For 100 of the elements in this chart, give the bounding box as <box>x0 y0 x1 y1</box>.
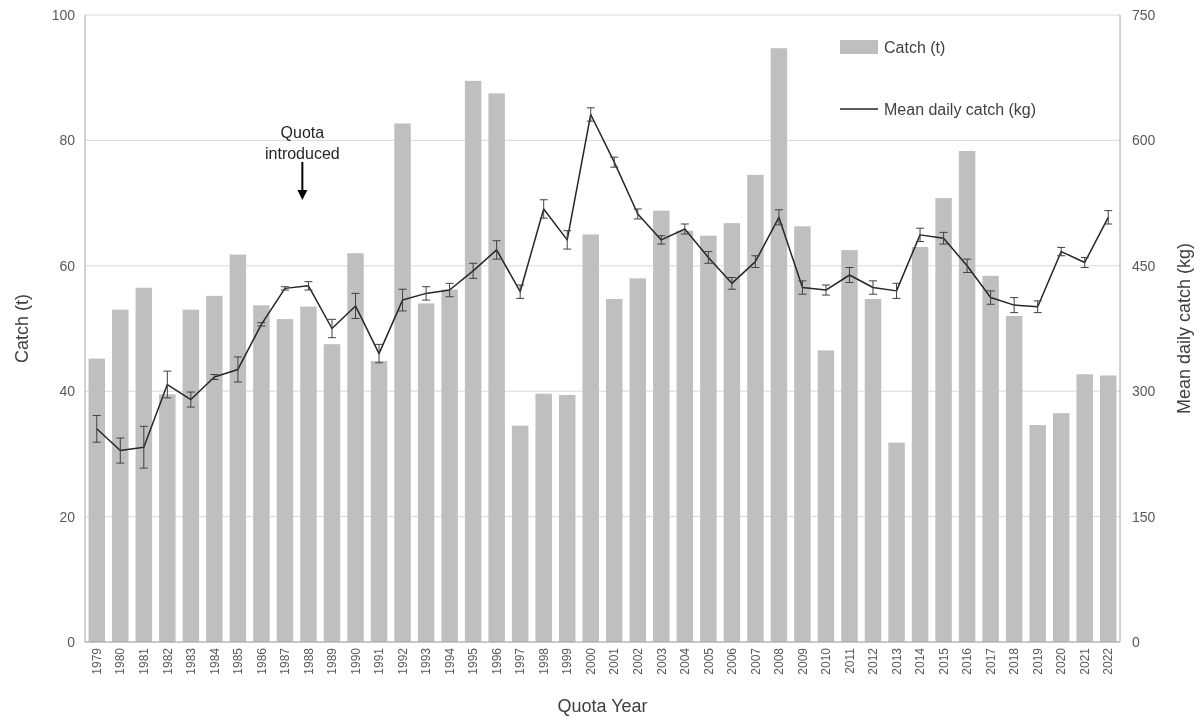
y-tick-label: 60 <box>59 257 76 274</box>
bar <box>370 361 388 642</box>
y-tick-label: 0 <box>67 633 76 650</box>
y2-tick-label: 300 <box>1132 383 1156 400</box>
x-tick-label: 2014 <box>913 647 928 675</box>
bar <box>417 303 435 642</box>
bar <box>1005 315 1023 642</box>
bar <box>300 306 317 642</box>
x-tick-label: 2018 <box>1007 647 1022 675</box>
x-tick-label: 1995 <box>466 647 481 675</box>
bar <box>794 226 811 642</box>
bar <box>582 234 599 642</box>
bar <box>911 246 929 642</box>
x-tick-label: 2012 <box>866 647 881 675</box>
bar <box>653 210 670 642</box>
x-tick-label: 2013 <box>889 647 904 675</box>
x-tick-label: 1989 <box>325 647 340 675</box>
x-tick-label: 2000 <box>583 647 598 675</box>
y2-tick-label: 600 <box>1132 132 1156 149</box>
x-tick-label: 2006 <box>725 647 740 675</box>
x-tick-label: 2003 <box>654 647 669 675</box>
bar <box>112 309 129 642</box>
x-tick-label: 1994 <box>442 647 457 675</box>
bar <box>700 235 717 642</box>
x-tick-label: 2016 <box>960 647 975 675</box>
bar <box>347 253 364 642</box>
bar <box>488 93 505 642</box>
x-tick-label: 1988 <box>301 647 316 675</box>
x-axis-title: Quota Year <box>557 696 648 716</box>
bar <box>676 230 694 642</box>
x-tick-label: 2011 <box>842 647 857 674</box>
bar <box>182 309 200 642</box>
x-tick-label: 1984 <box>207 647 222 675</box>
bar <box>747 174 764 642</box>
x-tick-label: 2004 <box>678 647 693 675</box>
y2-tick-label: 450 <box>1132 257 1156 274</box>
x-tick-label: 2017 <box>983 647 998 675</box>
x-tick-label: 1992 <box>395 647 410 675</box>
bar <box>276 319 294 642</box>
bar <box>864 299 882 642</box>
bar <box>817 350 835 642</box>
legend-label: Catch (t) <box>884 38 946 56</box>
x-tick-label: 2008 <box>772 647 787 675</box>
y-tick-label: 100 <box>51 6 76 23</box>
y-axis-title: Catch (t) <box>12 293 32 364</box>
bar <box>558 394 576 642</box>
bar <box>323 344 341 642</box>
x-tick-label: 2015 <box>936 647 951 675</box>
x-tick-label: 1990 <box>348 647 363 675</box>
x-tick-label: 2009 <box>795 647 810 675</box>
bar <box>1076 374 1093 642</box>
bar <box>88 358 105 642</box>
bar <box>982 275 999 642</box>
y-tick-label: 80 <box>59 132 76 149</box>
bar <box>1100 375 1117 642</box>
bar <box>135 287 153 642</box>
x-tick-label: 2019 <box>1030 647 1045 675</box>
bar <box>958 151 976 642</box>
x-tick-label: 1985 <box>231 647 246 675</box>
bar <box>206 295 223 642</box>
x-tick-label: 2010 <box>819 647 834 675</box>
y2-tick-label: 0 <box>1132 633 1140 650</box>
x-tick-label: 2002 <box>630 647 645 675</box>
legend-label: Mean daily catch (kg) <box>884 100 1037 118</box>
bar <box>464 80 482 642</box>
x-tick-label: 1983 <box>184 647 199 675</box>
x-tick-label: 1980 <box>113 647 128 675</box>
x-tick-label: 1981 <box>137 647 152 675</box>
x-tick-label: 2022 <box>1101 647 1116 675</box>
y2-tick-label: 150 <box>1132 508 1156 525</box>
x-tick-label: 2020 <box>1054 647 1069 675</box>
bar <box>841 250 858 642</box>
bar <box>770 48 788 642</box>
bar <box>935 198 952 642</box>
x-tick-label: 1997 <box>513 647 528 675</box>
x-tick-label: 2021 <box>1077 647 1092 675</box>
x-tick-label: 1986 <box>254 647 269 675</box>
y-tick-label: 40 <box>59 383 76 400</box>
bar <box>535 393 552 642</box>
x-tick-label: 1991 <box>372 647 387 675</box>
bar <box>1029 425 1046 642</box>
x-tick-label: 2007 <box>748 647 763 675</box>
x-tick-label: 2005 <box>701 647 716 675</box>
bar <box>606 299 623 642</box>
y2-axis-title: Mean daily catch (kg) <box>1174 242 1194 415</box>
x-tick-label: 1996 <box>489 647 504 675</box>
y-tick-label: 20 <box>59 508 76 525</box>
bar <box>511 425 529 642</box>
bar <box>723 223 741 642</box>
x-tick-label: 1993 <box>419 647 434 675</box>
bar <box>159 394 176 642</box>
bar <box>441 289 458 642</box>
x-tick-label: 1998 <box>536 647 551 675</box>
bar <box>394 123 411 642</box>
x-tick-label: 1979 <box>89 647 104 675</box>
bar <box>229 254 247 642</box>
bar <box>888 442 905 642</box>
y2-tick-label: 750 <box>1132 6 1156 23</box>
x-tick-label: 1982 <box>160 647 175 675</box>
annotation: Quota introduced <box>264 124 340 162</box>
